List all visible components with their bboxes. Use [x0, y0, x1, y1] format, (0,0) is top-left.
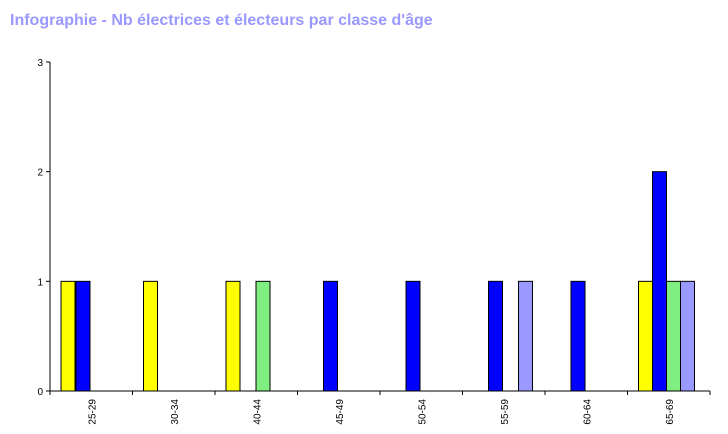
bars-group — [60, 171, 695, 392]
bar-40-44-s3 — [255, 280, 271, 392]
axes-group — [46, 61, 711, 395]
x-tick-label-65-69: 65-69 — [665, 399, 676, 425]
x-tick-label-55-59: 55-59 — [500, 399, 511, 425]
bar-25-29-s2 — [75, 280, 91, 392]
bar-55-59-s4 — [518, 280, 533, 392]
x-tick-label-25-29: 25-29 — [87, 399, 98, 425]
bar-65-69-s3 — [666, 280, 681, 392]
bar-30-34-s1 — [143, 280, 158, 392]
x-tick-label-45-49: 45-49 — [335, 399, 346, 425]
bar-65-69-s4 — [680, 280, 695, 392]
bar-55-59-s2 — [488, 280, 503, 392]
bar-65-69-s1 — [638, 280, 653, 392]
bar-25-29-s1 — [60, 280, 76, 392]
y-tick-label: 1 — [37, 277, 43, 288]
bar-50-54-s2 — [405, 280, 421, 392]
bar-60-64-s2 — [570, 280, 586, 392]
x-tick-label-60-64: 60-64 — [582, 399, 593, 425]
bar-45-49-s2 — [323, 280, 338, 392]
y-tick-label: 3 — [37, 58, 43, 69]
x-tick-label-50-54: 50-54 — [417, 399, 428, 425]
x-tick-label-40-44: 40-44 — [252, 399, 263, 425]
bar-40-44-s1 — [225, 280, 241, 392]
labels-group: 0 1 2 3 25-29 30-34 40-44 45-49 50-54 55-59 60-64 6… — [37, 58, 675, 425]
x-tick-label-30-34: 30-34 — [170, 399, 181, 425]
y-tick-label: 2 — [37, 168, 43, 179]
chart-title: Infographie - Nb électrices et électeurs… — [10, 12, 433, 29]
bar-65-69-s2 — [652, 171, 667, 392]
y-tick-label: 0 — [37, 387, 43, 398]
